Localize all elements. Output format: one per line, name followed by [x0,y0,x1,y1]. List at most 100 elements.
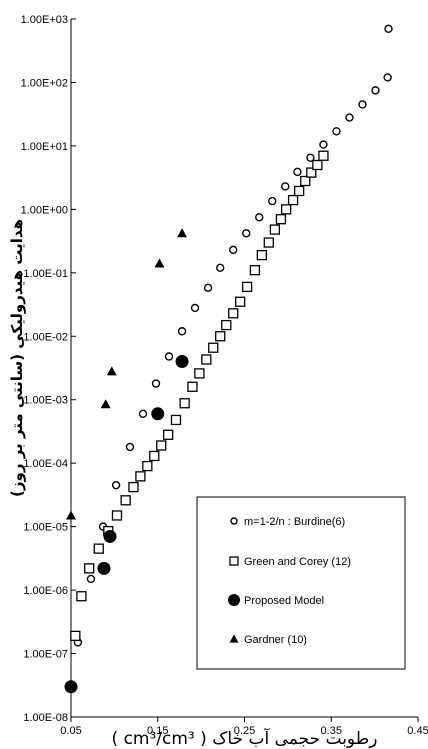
green-corey-point [208,342,219,353]
legend-burdine-marker [230,517,238,525]
gardner-point [100,399,111,409]
burdine-point [306,153,315,162]
burdine-point [190,303,200,313]
legend-label: Green and Corey (12) [244,556,351,568]
y-tick-label: 1.00E-03 [23,395,68,407]
y-tick-label: 1.00E-05 [23,522,68,534]
legend: m=1-2/n : Burdine(6) Green and Corey (12)… [196,496,406,670]
burdine-point [125,442,135,452]
legend-label: Proposed Model [244,595,324,607]
green-corey-point [312,159,323,171]
burdine-point [281,182,290,191]
green-corey-point [76,591,87,602]
burdine-point [371,86,380,95]
burdine-point [242,229,251,238]
burdine-point [177,327,187,336]
green-corey-point [256,249,268,261]
x-tick-label: 0.35 [321,725,342,737]
burdine-point [332,127,341,136]
gardner-point [66,510,76,520]
green-corey-point [163,429,174,440]
green-corey-point [70,630,81,642]
green-corey-point [263,237,274,248]
green-corey-point [287,194,299,206]
y-tick-label: 1.00E+03 [21,14,68,26]
y-tick-label: 1.00E+01 [21,141,68,153]
burdine-point [345,113,354,122]
burdine-point [293,167,302,177]
proposed-model-point [175,355,189,369]
green-corey-point [228,308,239,319]
burdine-point [384,24,393,34]
green-corey-point [280,204,292,215]
legend-label: m=1-2/n : Burdine(6) [244,516,345,528]
green-corey-point [306,167,317,178]
green-corey-point [187,381,198,392]
burdine-point [216,263,225,272]
green-corey-point [300,175,311,187]
gardner-point [106,366,117,376]
burdine-point [268,196,277,206]
x-tick-label: 0.15 [147,725,168,737]
x-tick-label: 0.05 [60,725,81,737]
burdine-point [111,480,121,490]
gardner-point [177,228,188,238]
green-corey-point [135,471,146,482]
burdine-point [383,73,392,82]
y-axis-title: هدایت هیدرولیکی (سانتی متر بر روز) [8,219,26,497]
x-tick-label: 0.45 [407,725,428,737]
y-tick-label: 1.00E-02 [23,331,68,343]
green-corey-point [235,296,246,307]
y-tick-label: 1.00E-08 [23,712,68,724]
green-corey-point [294,185,305,197]
legend-gardner-marker [229,634,239,643]
y-tick-label: 1.00E-01 [23,268,68,280]
legend-label: Gardner (10) [244,634,307,646]
burdine-point [151,379,161,388]
burdine-point [164,352,174,361]
proposed-model-point [103,529,117,543]
proposed-model-point [64,680,78,694]
y-tick-label: 1.00E-07 [23,649,68,661]
burdine-point [203,283,213,293]
green-corey-point [170,414,182,426]
green-corey-point [318,150,329,161]
green-corey-point [156,440,167,451]
proposed-model-point [97,561,111,575]
green-corey-point [142,460,153,472]
x-axis-title: رطوبت حجمی آب خاک ( cm³/cm³ ) [112,727,378,749]
green-corey-point [149,450,160,462]
burdine-point [138,409,148,419]
green-corey-point [128,481,139,493]
green-corey-point [241,281,253,293]
burdine-point [229,245,238,255]
y-tick-label: 1.00E-06 [23,585,68,597]
green-corey-point [93,543,104,554]
green-corey-point [221,319,232,331]
plot-marks [64,24,393,694]
burdine-point [358,100,367,109]
axes: 1.00E-08 1.00E-07 1.00E-06 1.00E-05 1.00E-04… [21,14,428,737]
axis-titles: رطوبت حجمی آب خاک ( cm³/cm³ ) هدایت هیدرو… [8,219,377,749]
green-corey-point [111,510,123,521]
gardner-point [154,258,165,268]
burdine-point [255,213,264,222]
green-corey-point [201,354,212,365]
green-corey-point [215,331,226,342]
green-corey-point [179,398,190,409]
x-tick-label: 0.25 [234,725,255,737]
y-tick-label: 1.00E-04 [23,458,68,470]
y-tick-label: 1.00E+00 [21,204,68,216]
green-corey-point [120,495,131,506]
green-corey-point [194,368,205,379]
y-tick-label: 1.00E+02 [21,77,68,89]
burdine-point [86,574,96,584]
green-corey-point [84,563,95,574]
green-corey-point [275,214,287,225]
legend-proposed-model-marker [228,594,240,606]
green-corey-point [249,265,261,276]
proposed-model-point [151,407,165,421]
legend-green-corey-marker [229,556,239,566]
